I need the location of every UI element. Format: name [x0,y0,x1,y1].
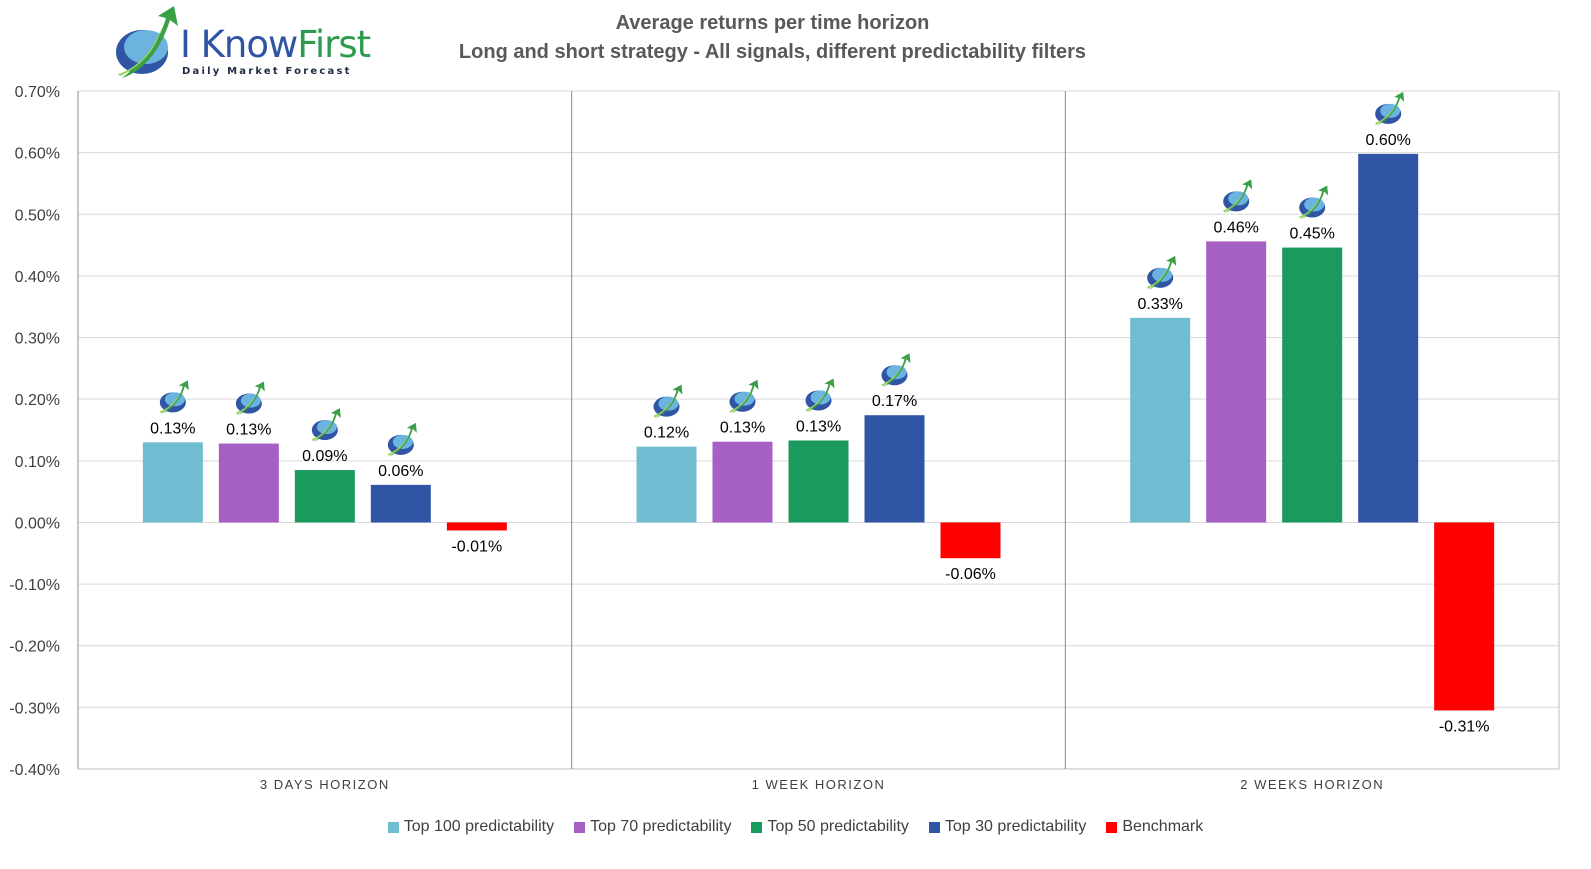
bar [370,484,431,523]
legend-label: Benchmark [1122,818,1204,835]
chart-subtitle: Long and short strategy - All signals, d… [458,41,1087,63]
logo-marker-icon [311,408,341,443]
bar [1282,247,1343,523]
legend-label: Top 70 predictability [590,818,732,835]
bar [294,470,355,523]
data-label: -0.31% [1439,718,1490,735]
data-label: 0.17% [872,393,917,410]
logo-wordmark: I KnowFirst [180,23,371,66]
logo-marker-icon [159,380,189,415]
data-label: -0.01% [451,538,502,555]
legend-item: Top 100 predictability [387,818,555,836]
data-label: 0.33% [1137,296,1182,313]
bar [1434,522,1495,711]
chart-title: Average returns per time horizon [615,12,930,34]
data-label: -0.06% [945,566,996,583]
logo-swoosh-icon [116,6,178,78]
legend-item: Benchmark [1106,818,1203,836]
logo-marker-icon [1147,255,1177,290]
legend-label: Top 30 predictability [944,818,1087,835]
bar [712,441,773,523]
legend-item: Top 70 predictability [574,818,731,836]
bar [218,443,279,523]
legend-item: Top 50 predictability [751,818,909,836]
bar [788,440,849,523]
logo-marker-icon [387,422,417,457]
legend-item: Top 30 predictability [928,818,1087,836]
chart-legend: Top 100 predictability Top 70 predictabil… [0,818,1591,836]
legend-label: Top 100 predictability [403,818,555,835]
bar [864,415,925,523]
x-category-label: 2 WEEKS HORIZON [1240,777,1384,792]
bar [1358,153,1419,523]
bar [142,442,203,523]
logo-marker-icon [729,379,759,414]
data-label: 0.12% [644,425,689,442]
y-tick-label: 0.70% [15,84,60,101]
y-tick-label: 0.20% [15,392,60,409]
legend-label: Top 50 predictability [767,818,909,835]
legend-swatch [1106,821,1118,833]
bar [446,522,507,531]
logo-marker-icon [1375,91,1405,126]
data-label: 0.09% [302,448,347,465]
logo-marker-icon [1223,179,1253,214]
data-label: 0.13% [796,418,841,435]
y-tick-label: -0.10% [9,577,60,594]
bar [1206,241,1267,523]
bar [940,522,1001,559]
x-category-label: 1 WEEK HORIZON [752,777,886,792]
data-label: 0.13% [720,420,765,437]
data-label: 0.60% [1365,132,1410,149]
y-tick-label: 0.10% [15,454,60,471]
bar [1130,317,1191,523]
y-tick-label: 0.60% [15,146,60,163]
logo-marker-icon [235,381,265,416]
data-label: 0.13% [226,422,271,439]
y-tick-label: 0.50% [15,207,60,224]
logo-marker-icon [653,384,683,419]
legend-swatch [751,821,763,833]
data-label: 0.06% [378,463,423,480]
legend-swatch [928,821,940,833]
y-tick-label: 0.00% [15,515,60,532]
y-tick-label: 0.40% [15,269,60,286]
logo-marker-icon [881,353,911,388]
y-tick-label: 0.30% [15,331,60,348]
legend-swatch [574,821,586,833]
data-label: 0.46% [1213,219,1258,236]
legend-swatch [387,821,399,833]
data-label: 0.13% [150,420,195,437]
x-category-label: 3 DAYS HORIZON [260,777,390,792]
y-tick-label: -0.40% [9,762,60,779]
y-tick-label: -0.20% [9,639,60,656]
y-tick-label: -0.30% [9,700,60,717]
data-label: 0.45% [1289,226,1334,243]
company-logo: I KnowFirst Daily Market Forecast [108,2,378,90]
logo-marker-icon [805,378,835,413]
bar [636,446,697,523]
logo-tagline: Daily Market Forecast [182,66,352,77]
